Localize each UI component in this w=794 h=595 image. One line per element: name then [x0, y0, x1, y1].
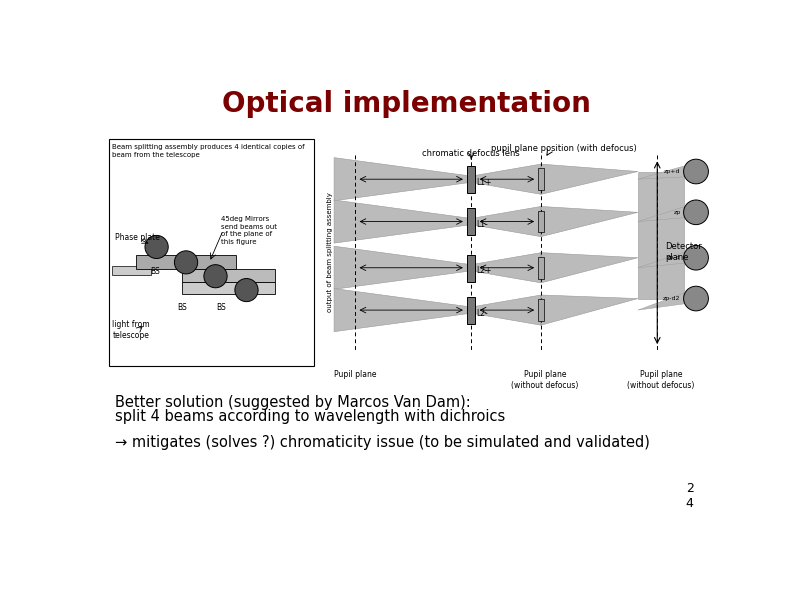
Bar	[182, 283, 276, 294]
Text: BS: BS	[177, 302, 187, 312]
Bar	[109, 139, 314, 367]
Circle shape	[235, 278, 258, 302]
Text: 2
4: 2 4	[686, 483, 694, 511]
Circle shape	[684, 159, 708, 184]
Polygon shape	[638, 252, 684, 268]
Text: zp-d2: zp-d2	[663, 296, 680, 301]
Text: L2+: L2+	[476, 267, 492, 275]
Text: pupil plane position (with defocus): pupil plane position (with defocus)	[491, 144, 637, 153]
Bar	[538, 168, 544, 190]
Bar	[538, 299, 544, 321]
Polygon shape	[472, 295, 541, 325]
Polygon shape	[638, 171, 684, 299]
Text: L2-: L2-	[476, 309, 488, 318]
Text: Pupil plane: Pupil plane	[333, 370, 376, 379]
Text: Pupil plane
(without defocus): Pupil plane (without defocus)	[627, 370, 695, 390]
Circle shape	[204, 265, 227, 288]
Polygon shape	[334, 246, 472, 289]
Text: 45deg Mirrors
send beams out
of the plane of
this figure: 45deg Mirrors send beams out of the plan…	[221, 216, 277, 245]
Polygon shape	[334, 158, 472, 201]
Text: L1+: L1+	[476, 178, 492, 187]
Circle shape	[684, 245, 708, 270]
Text: BS: BS	[216, 302, 225, 312]
Circle shape	[684, 286, 708, 311]
Text: L1-: L1-	[476, 220, 488, 229]
Bar	[468, 255, 475, 281]
Text: Pupil plane
(without defocus): Pupil plane (without defocus)	[511, 370, 579, 390]
Bar	[538, 211, 544, 232]
Polygon shape	[472, 253, 541, 283]
Text: Better solution (suggested by Marcos Van Dam):: Better solution (suggested by Marcos Van…	[115, 395, 471, 410]
Text: split 4 beams according to wavelength with dichroics: split 4 beams according to wavelength wi…	[115, 409, 505, 424]
Circle shape	[175, 251, 198, 274]
Text: light from
telescope: light from telescope	[113, 320, 150, 340]
Polygon shape	[541, 164, 638, 195]
Bar	[136, 255, 237, 268]
Bar	[468, 208, 475, 236]
Polygon shape	[638, 207, 684, 221]
Text: zp+d: zp+d	[664, 169, 680, 174]
Text: zp: zp	[673, 210, 680, 215]
Bar	[182, 268, 276, 283]
Bar	[538, 257, 544, 278]
Text: Phase plate: Phase plate	[115, 233, 160, 242]
Circle shape	[145, 236, 168, 258]
Text: chromatic defocus lens: chromatic defocus lens	[422, 149, 520, 158]
Text: output of beam splitting assembly: output of beam splitting assembly	[327, 192, 333, 312]
Polygon shape	[541, 253, 638, 283]
Text: Optical implementation: Optical implementation	[222, 90, 592, 118]
Polygon shape	[334, 289, 472, 331]
Bar	[113, 266, 151, 275]
Polygon shape	[541, 206, 638, 237]
Polygon shape	[638, 293, 684, 310]
Text: → mitigates (solves ?) chromaticity issue (to be simulated and validated): → mitigates (solves ?) chromaticity issu…	[115, 435, 649, 450]
Polygon shape	[472, 164, 541, 195]
Text: Beam splitting assembly produces 4 identical copies of
beam from the telescope: Beam splitting assembly produces 4 ident…	[112, 144, 304, 158]
Polygon shape	[334, 200, 472, 243]
Bar	[468, 166, 475, 193]
Text: Detector
plane: Detector plane	[665, 242, 702, 262]
Circle shape	[684, 200, 708, 225]
Text: BS: BS	[150, 267, 160, 276]
Polygon shape	[472, 206, 541, 237]
Text: zp-d: zp-d	[667, 255, 680, 260]
Polygon shape	[638, 166, 684, 179]
Polygon shape	[541, 295, 638, 325]
Bar	[468, 297, 475, 324]
